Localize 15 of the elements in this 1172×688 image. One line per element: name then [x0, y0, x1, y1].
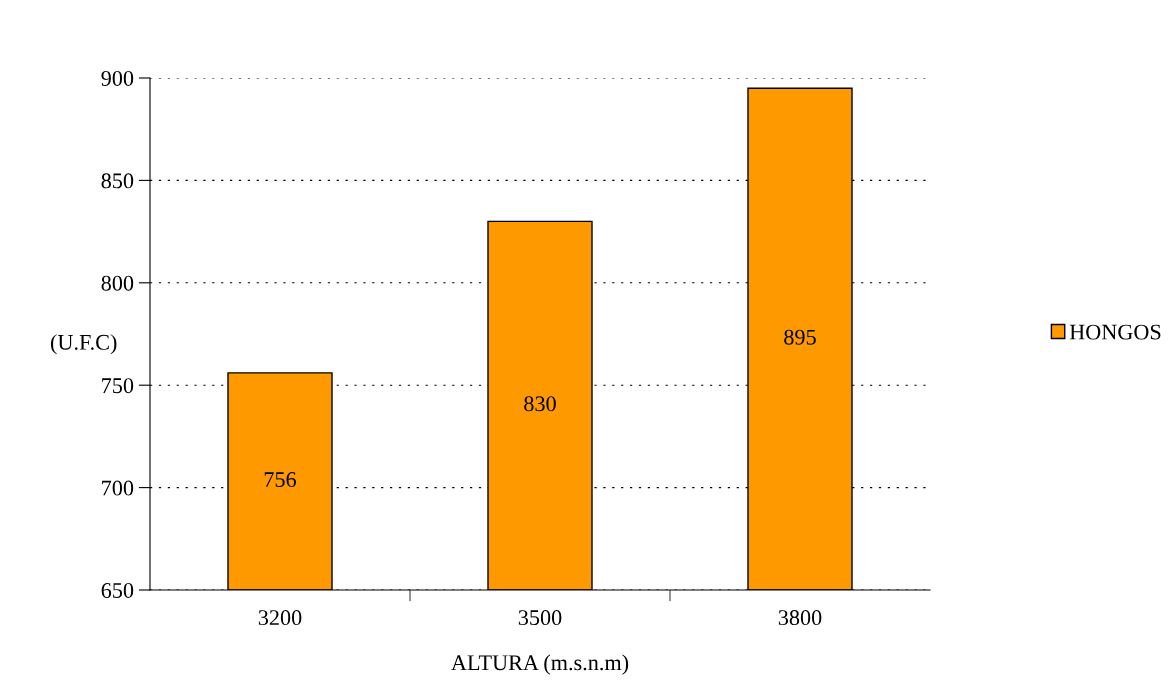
- x-tick-label: 3200: [258, 610, 302, 626]
- data-label: 830: [524, 396, 556, 412]
- y-tick-label: 750: [102, 378, 134, 394]
- x-tick-label: 3800: [778, 610, 822, 626]
- y-tick-label: 900: [101, 70, 134, 86]
- y-axis-title: (U.F.C): [51, 334, 117, 355]
- x-axis-title: ALTURA (m.s.n.m): [451, 654, 629, 675]
- y-tick-label: 650: [101, 582, 134, 598]
- y-tick-label: 700: [102, 480, 134, 496]
- data-label: 895: [784, 329, 816, 345]
- x-tick-label: 3500: [518, 610, 562, 626]
- y-tick-label: 800: [101, 275, 134, 291]
- data-label: 756: [264, 472, 296, 488]
- legend-label: HONGOS: [1069, 324, 1161, 340]
- y-tick-label: 850: [101, 173, 134, 189]
